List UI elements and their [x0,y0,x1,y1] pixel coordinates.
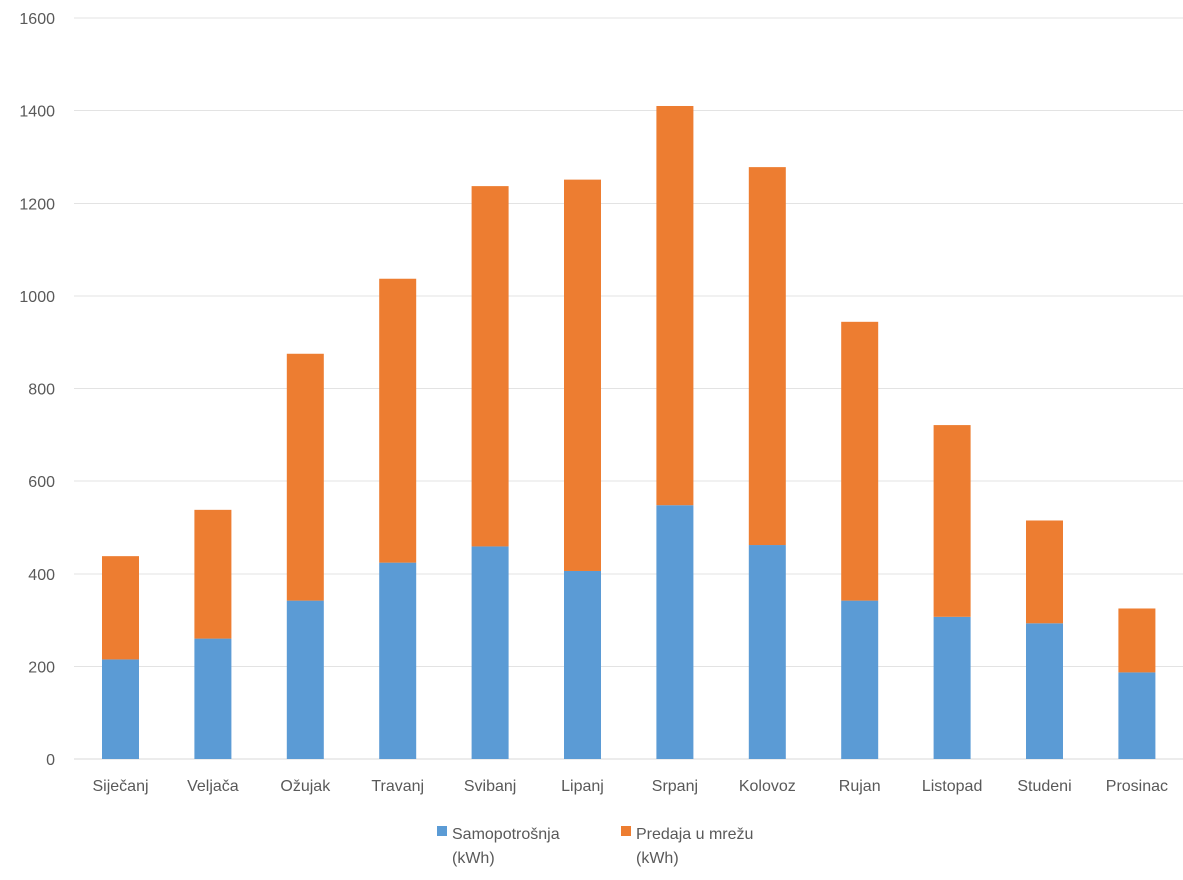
bar-samopotrosnja-7 [748,545,786,759]
bar-predaja-2 [286,353,324,601]
y-tick-label: 200 [28,659,55,676]
y-tick-label: 600 [28,474,55,491]
bar-predaja-11 [1118,608,1156,673]
bar-predaja-5 [564,179,601,571]
bar-predaja-0 [102,556,139,660]
legend: Samopotrošnja (kWh) Predaja u mrežu (kWh) [437,826,753,867]
bar-samopotrosnja-5 [564,570,601,759]
bar-predaja-3 [379,278,417,563]
x-tick-label: Rujan [839,778,881,795]
x-tick-label: Srpanj [652,778,698,795]
y-tick-label: 1400 [19,104,55,121]
x-tick-label: Lipanj [561,778,604,795]
bar-predaja-4 [471,186,509,547]
legend-swatch-0 [437,826,447,836]
y-tick-label: 800 [28,382,55,399]
y-tick-label: 0 [46,752,55,769]
x-tick-label: Veljača [187,778,239,795]
bar-predaja-1 [194,509,232,639]
bar-samopotrosnja-4 [471,546,509,759]
legend-swatch-1 [621,826,631,836]
legend-label-0-line-1: (kWh) [452,850,495,867]
legend-label-1-line-0: Predaja u mrežu [636,826,753,843]
bar-samopotrosnja-2 [286,600,324,759]
y-tick-label: 1200 [19,196,55,213]
bar-samopotrosnja-9 [933,616,971,759]
bar-predaja-9 [933,425,971,617]
legend-label-0-line-0: Samopotrošnja [452,826,560,843]
y-tick-label: 1000 [19,289,55,306]
y-axis-ticks: 0 200 400 600 800 1000 1200 1400 1600 [19,11,55,769]
gridlines [74,17,1183,760]
x-tick-label: Listopad [922,778,983,795]
x-tick-label: Kolovoz [739,778,796,795]
x-tick-label: Prosinac [1106,778,1168,795]
bar-predaja-6 [656,105,694,506]
bar-samopotrosnja-0 [102,659,139,759]
bar-predaja-8 [841,321,879,601]
bar-predaja-10 [1026,520,1063,624]
bars [102,105,1156,759]
bar-samopotrosnja-8 [841,600,879,759]
x-tick-label: Svibanj [464,778,516,795]
bar-samopotrosnja-1 [194,638,232,759]
y-tick-label: 400 [28,567,55,584]
x-tick-label: Travanj [371,778,424,795]
y-tick-label: 1600 [19,11,55,28]
bar-samopotrosnja-3 [379,562,417,759]
bar-samopotrosnja-6 [656,505,694,759]
x-tick-label: Ožujak [280,778,331,795]
legend-label-1-line-1: (kWh) [636,850,679,867]
x-axis-ticks: Siječanj Veljača Ožujak Travanj Svibanj Lipan… [92,778,1168,795]
x-tick-label: Studeni [1017,778,1071,795]
bar-predaja-7 [748,167,786,546]
x-tick-label: Siječanj [92,778,148,795]
bar-samopotrosnja-10 [1026,623,1063,759]
bar-samopotrosnja-11 [1118,672,1156,759]
